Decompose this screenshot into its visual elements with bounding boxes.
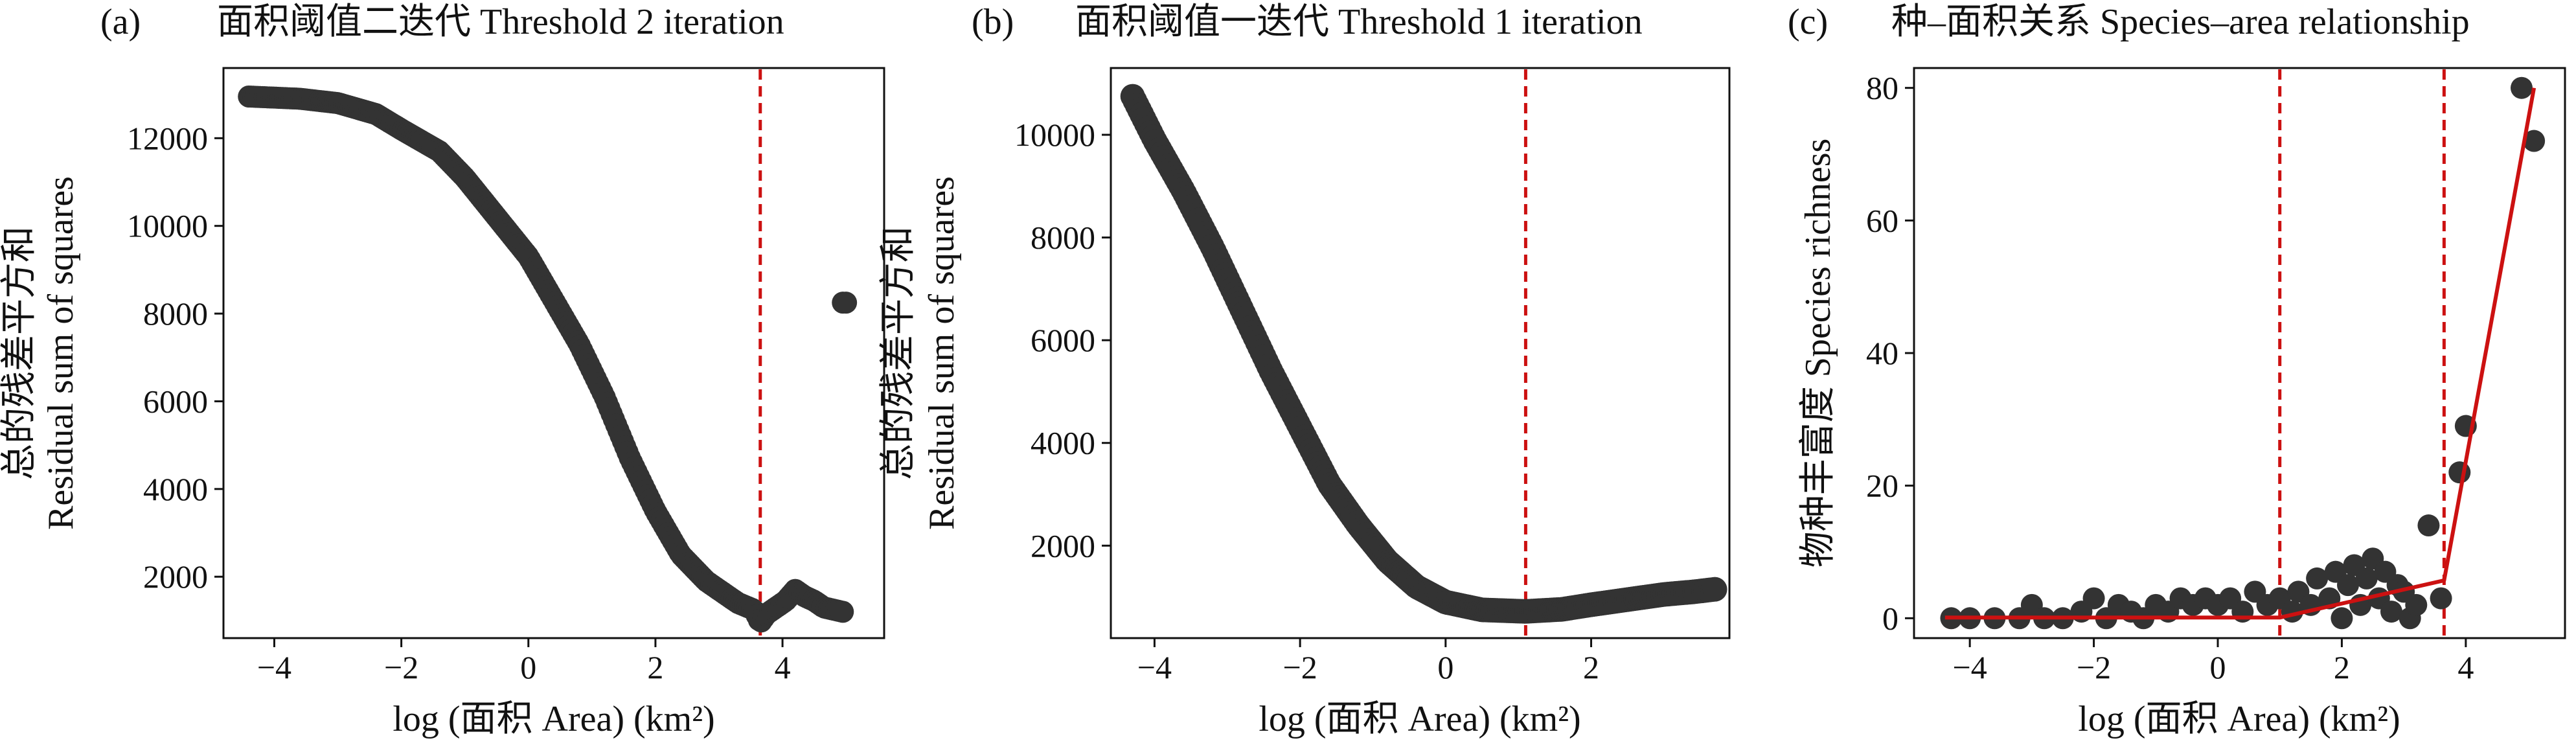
x-tick-label: 2 [647,649,663,685]
data-point [2337,574,2359,597]
y-tick-label: 40 [1866,335,1898,371]
panel-b-frame [1110,67,1731,639]
x-tick-label: 0 [2210,649,2226,685]
y-tick-label: 10000 [127,208,208,244]
x-tick-label: −4 [1137,649,1172,685]
panel-c-ylabel: 物种丰富度 Species richness [1798,139,1838,568]
panel-c: (c) 种–面积关系 Species–area relationship −4 −… [1788,2,2566,739]
x-tick-label: 0 [520,649,536,685]
data-point [2511,76,2533,99]
panel-c-title: 种–面积关系 Species–area relationship [1891,2,2470,42]
panel-b-ylabel-en: Residual sum of squares [922,176,962,530]
panel-c-points [1940,76,2546,630]
y-tick-label: 4000 [1031,425,1095,461]
data-point [1702,577,1727,602]
y-tick-label: 2000 [1031,527,1095,564]
panel-a-label: (a) [100,2,141,42]
data-point [2417,514,2440,537]
y-tick-label: 4000 [143,471,208,507]
panel-a-ylabel-cn: 总的残差平方和 [0,226,40,480]
data-point [832,601,854,623]
panel-c-fit [1944,87,2536,620]
data-point [2355,567,2378,590]
panel-a: (a) 面积阈值二迭代 Threshold 2 iteration −4 −2 0 2… [0,2,885,739]
x-tick-label: 2 [2334,649,2350,685]
fit-line [1944,87,2536,620]
data-point [2448,461,2471,484]
y-tick-label: 0 [1882,600,1898,636]
data-point [2380,601,2402,623]
panel-b-label: (b) [972,2,1014,42]
data-point [2331,607,2353,630]
panel-b-xlabel: log (面积 Area) (km²) [1259,699,1580,739]
y-tick-label: 10000 [1014,117,1095,153]
data-point [2430,587,2452,610]
panel-b: (b) 面积阈值一迭代 Threshold 1 iteration −4 −2 0 2… [878,2,1731,739]
panel-b-ylabel-cn: 总的残差平方和 [878,226,918,480]
panel-c-threshold-lines [2278,69,2446,637]
y-tick-label: 80 [1866,70,1898,106]
panel-c-xlabel: log (面积 Area) (km²) [2078,699,2400,739]
x-tick-label: 0 [1437,649,1453,685]
panel-b-ticks: −4 −2 0 2 2000 4000 6000 8000 10000 [1014,117,1599,685]
panel-a-xlabel: log (面积 Area) (km²) [393,699,714,739]
panel-a-ticks: −4 −2 0 2 4 2000 4000 6000 8000 10000 12000 [127,120,791,685]
panel-a-title: 面积阈值二迭代 Threshold 2 iteration [217,2,784,42]
panel-a-frame [222,67,885,639]
x-tick-label: 2 [1583,649,1599,685]
y-tick-label: 8000 [143,295,208,332]
data-point [2082,587,2105,610]
data-point [2405,593,2428,616]
y-tick-label: 8000 [1031,220,1095,256]
x-tick-label: 4 [2457,649,2474,685]
y-tick-label: 6000 [1031,322,1095,358]
x-tick-label: −4 [1953,649,1987,685]
y-tick-label: 2000 [143,558,208,595]
y-tick-label: 60 [1866,202,1898,238]
y-tick-label: 12000 [127,120,208,156]
y-tick-label: 20 [1866,468,1898,504]
x-tick-label: −2 [1283,649,1317,685]
data-point [2523,130,2546,152]
panel-c-frame [1913,67,2566,639]
y-tick-label: 6000 [143,383,208,419]
panel-b-points [1120,84,1727,624]
panel-b-title: 面积阈值一迭代 Threshold 1 iteration [1075,2,1643,42]
data-point [2306,567,2329,590]
panel-a-ylabel-en: Residual sum of squares [41,176,81,530]
x-tick-label: −2 [2077,649,2111,685]
x-tick-label: 4 [775,649,791,685]
x-tick-label: −2 [384,649,418,685]
panel-c-label: (c) [1788,2,1828,42]
x-tick-label: −4 [257,649,291,685]
data-point [835,292,858,314]
panel-a-points [238,86,858,633]
